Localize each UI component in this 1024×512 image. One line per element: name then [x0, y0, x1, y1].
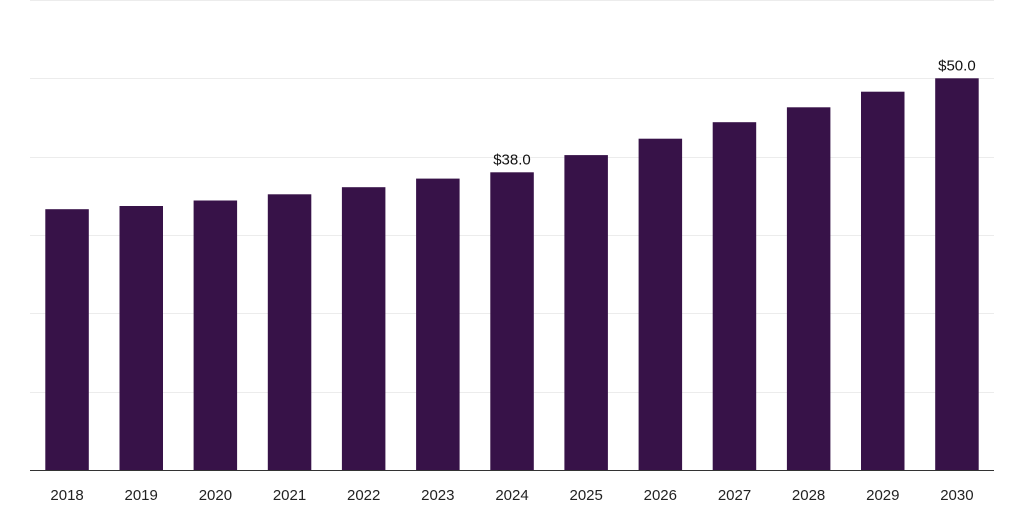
bar-2020: [193, 200, 238, 470]
bars: [45, 78, 979, 471]
x-tick-label-2019: 2019: [125, 487, 158, 504]
bar-2024: [490, 172, 534, 471]
bar-2027: [712, 122, 757, 470]
x-tick-label-2022: 2022: [347, 487, 380, 504]
x-tick-label-2027: 2027: [718, 487, 751, 504]
x-tick-label-2030: 2030: [940, 487, 973, 504]
bar-2019: [119, 206, 163, 470]
x-tick-label-2029: 2029: [866, 487, 899, 504]
bar-2021: [267, 194, 312, 471]
x-tick-label-2020: 2020: [199, 487, 232, 504]
x-tick-label-2025: 2025: [570, 487, 603, 504]
bar-2018: [45, 209, 89, 470]
bar-2022: [341, 187, 386, 470]
bar-2029: [861, 91, 905, 470]
bar-2025: [564, 155, 608, 470]
x-tick-label-2024: 2024: [495, 487, 528, 504]
data-label-2030: $50.0: [938, 57, 976, 74]
x-tick-label-2021: 2021: [273, 487, 306, 504]
x-tick-label-2026: 2026: [644, 487, 677, 504]
bar-2023: [416, 178, 460, 470]
x-tick-label-2023: 2023: [421, 487, 454, 504]
x-axis: 2018 2019 2020 2021 2022 2023 2024 2025 2026 2027…: [30, 470, 994, 504]
bar-2030: [935, 78, 979, 471]
bar-2028: [786, 107, 831, 471]
data-labels: $38.0 $50.0: [493, 57, 975, 168]
x-tick-label-2028: 2028: [792, 487, 825, 504]
bar-2026: [638, 138, 683, 470]
x-tick-label-2018: 2018: [50, 487, 83, 504]
data-label-2024: $38.0: [493, 151, 531, 168]
